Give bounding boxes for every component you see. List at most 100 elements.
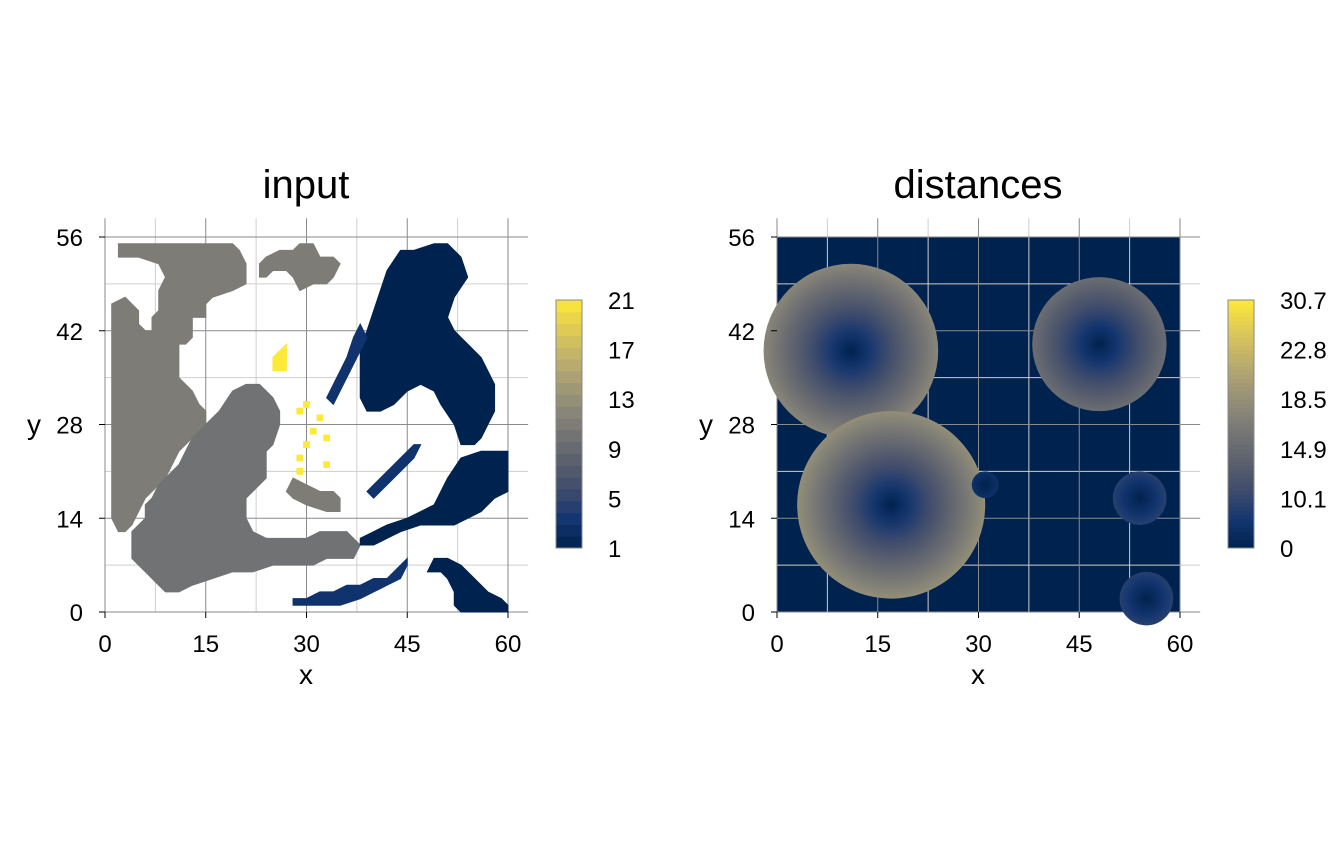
distances-axes: 0 15 30 45 60 0 14 28 42 56 <box>728 225 1193 658</box>
y-tick-label: 56 <box>56 225 83 252</box>
colorbar-segment <box>1228 419 1254 425</box>
label-region-6 <box>426 557 509 613</box>
y-tick-label: 42 <box>728 319 755 346</box>
colorbar-segment <box>1228 444 1254 450</box>
colorbar-segment <box>1228 494 1254 499</box>
colorbar-segment <box>1228 465 1254 470</box>
colorbar-segment <box>1228 473 1254 479</box>
y-tick-label: 14 <box>728 506 755 533</box>
colorbar-segment <box>1228 531 1254 537</box>
input-y-axis-label: y <box>27 409 41 440</box>
colorbar-segment <box>1228 353 1254 359</box>
x-tick-label: 45 <box>1066 631 1093 658</box>
colorbar-segment <box>1228 341 1254 346</box>
colorbar-segment <box>556 465 582 478</box>
distance-blob-2 <box>1032 277 1167 412</box>
x-tick-label: 60 <box>1167 631 1194 658</box>
distances-panel: distances 0 15 30 45 60 0 14 28 42 56 x y 0 10.1 14… <box>699 163 1327 690</box>
y-tick-label: 14 <box>56 506 83 533</box>
colorbar-segment <box>556 370 582 384</box>
colorbar-label: 13 <box>608 387 635 414</box>
input-heatmap-area: 0 15 30 45 60 0 14 28 42 56 <box>56 218 529 658</box>
colorbar-segment <box>1228 452 1254 458</box>
colorbar-segment <box>1228 407 1254 413</box>
colorbar-segment <box>1228 461 1254 466</box>
colorbar-segment <box>1228 432 1254 437</box>
input-x-axis-label: x <box>299 659 313 690</box>
distances-y-axis-label: y <box>699 409 713 440</box>
colorbar-segment <box>1228 312 1254 318</box>
input-colorbar: 1 5 9 13 17 21 <box>555 288 635 563</box>
label-region-4 <box>359 243 496 446</box>
colorbar-segment <box>556 512 582 525</box>
x-tick-label: 30 <box>293 631 320 658</box>
colorbar-label: 30.7 <box>1280 288 1327 315</box>
distance-blob-3 <box>971 471 999 499</box>
y-tick-label: 0 <box>70 600 83 627</box>
colorbar-segment <box>1228 403 1254 408</box>
input-title: input <box>263 163 350 207</box>
colorbar-segment <box>1228 399 1254 404</box>
x-tick-label: 0 <box>98 631 111 658</box>
colorbar-segment <box>1228 527 1254 532</box>
distance-blob-4 <box>1112 471 1167 525</box>
colorbar-segment <box>1228 477 1254 483</box>
colorbar-segment <box>556 500 582 514</box>
colorbar-segment <box>1228 300 1254 305</box>
y-tick-label: 28 <box>56 413 83 440</box>
label-region-0 <box>111 243 247 533</box>
colorbar-segment <box>1228 486 1254 491</box>
colorbar-segment <box>556 359 582 372</box>
label-dot-0 <box>296 407 304 415</box>
colorbar-segment <box>1228 333 1254 338</box>
colorbar-segment <box>556 300 582 313</box>
colorbar-segment <box>1228 390 1254 396</box>
colorbar-segment <box>1228 366 1254 371</box>
distance-blob-5 <box>1119 571 1174 626</box>
label-dot-7 <box>323 461 331 469</box>
colorbar-segment <box>1228 337 1254 342</box>
colorbar-segment <box>1228 304 1254 309</box>
colorbar-segment <box>1228 370 1254 375</box>
label-dot-5 <box>303 441 310 448</box>
label-dot-3 <box>309 427 317 435</box>
label-region-5 <box>359 450 509 546</box>
y-tick-label: 28 <box>728 413 755 440</box>
x-tick-label: 0 <box>770 631 783 658</box>
colorbar-segment <box>1228 457 1254 462</box>
colorbar-segment <box>1228 535 1254 541</box>
colorbar-segment <box>556 488 582 502</box>
colorbar-label: 18.5 <box>1280 387 1327 414</box>
colorbar-label: 14.9 <box>1280 437 1327 464</box>
distances-x-axis-label: x <box>971 659 985 690</box>
colorbar-label: 22.8 <box>1280 338 1327 365</box>
colorbar-segment <box>1228 543 1254 549</box>
label-dot-8 <box>296 468 304 475</box>
colorbar-segment <box>556 441 582 455</box>
colorbar-segment <box>1228 415 1254 421</box>
label-region-8 <box>326 322 368 406</box>
colorbar-segment <box>1228 357 1254 363</box>
colorbar-segment <box>556 382 582 395</box>
colorbar-segment <box>1228 490 1254 495</box>
colorbar-segment <box>556 429 582 443</box>
colorbar-segment <box>556 335 582 348</box>
colorbar-segment <box>1228 349 1254 355</box>
label-region-2 <box>131 383 361 593</box>
colorbar-segment <box>556 418 582 431</box>
colorbar-segment <box>1228 498 1254 504</box>
colorbar-segment <box>556 323 582 336</box>
colorbar-segment <box>1228 428 1254 433</box>
colorbar-label: 0 <box>1280 536 1293 563</box>
colorbar-label: 9 <box>608 437 621 464</box>
colorbar-segment <box>1228 424 1254 429</box>
colorbar-segment <box>1228 440 1254 446</box>
colorbar-label: 21 <box>608 288 635 315</box>
distance-blob-1 <box>797 411 986 599</box>
colorbar-segment <box>1228 539 1254 545</box>
label-dot-6 <box>296 454 304 462</box>
colorbar-label: 1 <box>608 536 621 563</box>
y-tick-label: 42 <box>56 319 83 346</box>
